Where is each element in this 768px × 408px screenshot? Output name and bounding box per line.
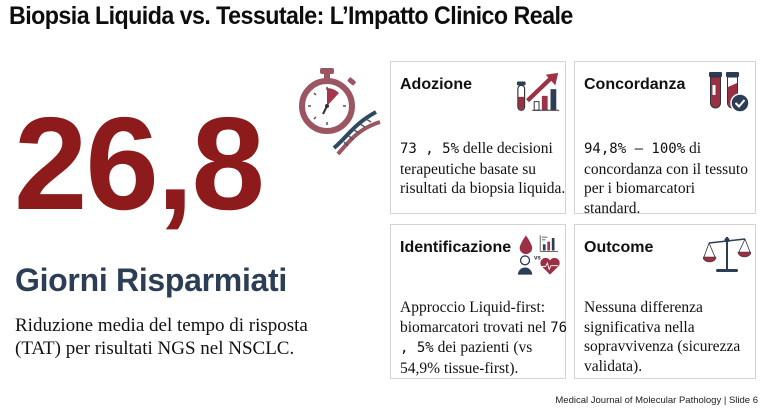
card-text: 73 , 5% delle decisioni terapeutiche bas… (400, 139, 570, 199)
card-text: Nessuna differenza significativa nella s… (584, 298, 754, 376)
card-value: 73 , 5% (400, 141, 460, 157)
card-text: 94,8% – 100% di concordanza con il tessu… (584, 139, 754, 218)
card-identificazione: Identificazione vs Approccio Liquid-firs… (390, 224, 567, 379)
blood-drop-chart-patient-heart-icon: vs (517, 235, 560, 275)
card-adozione: Adozione 73 , 5% delle decisioni terapeu… (390, 61, 566, 214)
card-body: Nessuna differenza significativa nella s… (584, 299, 741, 375)
card-value: 76 , 5% (400, 319, 568, 357)
svg-text:vs: vs (534, 254, 541, 261)
card-body: delle decisioni terapeutiche basate su r… (400, 140, 566, 197)
slide-title: Biopsia Liquida vs. Tessutale: L’Impatto… (9, 2, 573, 30)
card-body: di concordanza con il tessuto per i biom… (584, 140, 748, 217)
hero-label: Giorni Risparmiati (15, 262, 287, 298)
card-outcome: Outcome Nessuna differenza significativa… (574, 224, 756, 379)
balance-scale-icon (703, 237, 751, 272)
card-body-pre: Approccio Liquid-first: biomarcatori tro… (400, 299, 551, 336)
stopwatch-dna-icon (299, 68, 381, 156)
card-value: 94,8% – 100% (584, 141, 686, 157)
slide-footer: Medical Journal of Molecular Pathology |… (555, 395, 758, 406)
test-tubes-check-icon (709, 72, 750, 113)
card-title: Concordanza (584, 76, 686, 93)
card-title: Identificazione (400, 239, 512, 256)
card-text: Approccio Liquid-first: biomarcatori tro… (400, 298, 570, 378)
card-body: dei pazienti (vs 54,9% tissue-first). (400, 339, 533, 377)
hero-value: 26,8 (14, 90, 265, 237)
card-title: Adozione (400, 76, 472, 93)
test-tube-growth-chart-icon (516, 72, 560, 111)
card-concordanza: Concordanza 94,8% – 100% di concordanza … (574, 61, 756, 217)
card-title: Outcome (584, 239, 654, 256)
hero-description: Riduzione media del tempo di risposta (T… (15, 315, 308, 359)
